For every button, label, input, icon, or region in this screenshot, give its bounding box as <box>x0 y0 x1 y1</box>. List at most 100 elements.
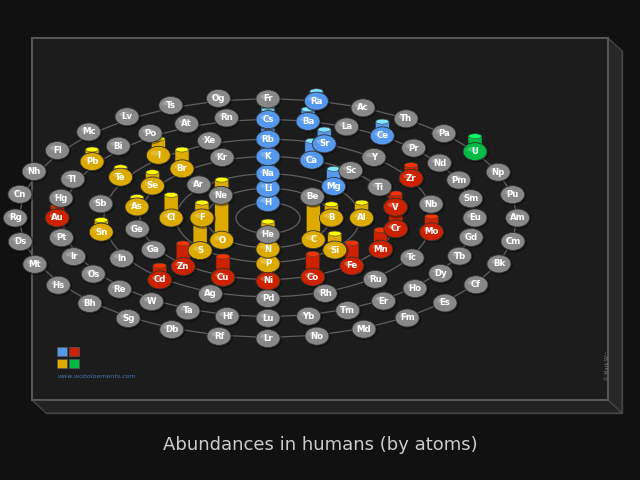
Ellipse shape <box>256 147 280 166</box>
Ellipse shape <box>214 236 225 240</box>
Ellipse shape <box>146 183 159 189</box>
Text: At: At <box>181 120 192 128</box>
Ellipse shape <box>148 271 172 289</box>
Ellipse shape <box>374 247 387 252</box>
Ellipse shape <box>191 180 202 185</box>
Ellipse shape <box>300 188 326 208</box>
Ellipse shape <box>8 233 35 252</box>
Ellipse shape <box>198 132 221 150</box>
Ellipse shape <box>433 294 459 314</box>
Ellipse shape <box>301 312 312 316</box>
Ellipse shape <box>170 160 196 180</box>
Ellipse shape <box>176 302 200 320</box>
FancyBboxPatch shape <box>215 179 228 240</box>
Ellipse shape <box>429 264 452 282</box>
Ellipse shape <box>175 147 189 152</box>
Ellipse shape <box>304 156 315 160</box>
FancyBboxPatch shape <box>261 156 275 174</box>
Ellipse shape <box>12 190 23 194</box>
Ellipse shape <box>260 134 271 140</box>
Ellipse shape <box>115 108 141 128</box>
Text: Nd: Nd <box>433 158 446 168</box>
Text: La: La <box>341 122 352 132</box>
Text: Dy: Dy <box>435 269 447 278</box>
FancyBboxPatch shape <box>261 240 275 264</box>
Ellipse shape <box>463 209 489 229</box>
Ellipse shape <box>125 220 149 238</box>
Ellipse shape <box>138 124 164 144</box>
Ellipse shape <box>256 330 282 349</box>
Ellipse shape <box>120 314 131 319</box>
Ellipse shape <box>260 230 271 235</box>
Ellipse shape <box>113 172 124 178</box>
Ellipse shape <box>322 178 348 197</box>
Ellipse shape <box>51 280 61 286</box>
Text: Tb: Tb <box>454 252 466 261</box>
Ellipse shape <box>114 165 127 170</box>
Text: Cs: Cs <box>262 115 274 124</box>
Ellipse shape <box>65 174 76 180</box>
Ellipse shape <box>209 186 233 204</box>
Ellipse shape <box>194 213 205 218</box>
Text: Rb: Rb <box>262 135 275 144</box>
Ellipse shape <box>319 209 343 227</box>
Text: I: I <box>157 151 160 160</box>
Ellipse shape <box>262 101 275 106</box>
FancyBboxPatch shape <box>328 233 342 251</box>
Text: As: As <box>131 203 143 211</box>
Ellipse shape <box>300 188 324 206</box>
Ellipse shape <box>260 183 271 189</box>
Ellipse shape <box>214 153 225 158</box>
Ellipse shape <box>262 154 275 159</box>
FancyBboxPatch shape <box>355 202 369 218</box>
Ellipse shape <box>328 231 341 236</box>
Ellipse shape <box>114 254 125 259</box>
Ellipse shape <box>335 118 360 138</box>
Ellipse shape <box>325 216 338 220</box>
Ellipse shape <box>349 209 376 229</box>
Ellipse shape <box>140 177 164 195</box>
Ellipse shape <box>344 261 355 266</box>
Ellipse shape <box>305 92 328 110</box>
Ellipse shape <box>207 89 230 108</box>
Ellipse shape <box>215 238 228 243</box>
Ellipse shape <box>45 142 72 161</box>
Ellipse shape <box>8 185 32 204</box>
FancyBboxPatch shape <box>261 138 275 157</box>
Ellipse shape <box>198 132 223 152</box>
Ellipse shape <box>301 119 314 124</box>
Ellipse shape <box>171 258 197 277</box>
FancyBboxPatch shape <box>176 243 190 267</box>
Text: Ce: Ce <box>376 132 388 140</box>
Ellipse shape <box>404 163 417 168</box>
Ellipse shape <box>305 327 329 345</box>
Ellipse shape <box>296 112 320 131</box>
Text: Rh: Rh <box>319 289 332 298</box>
FancyBboxPatch shape <box>309 91 323 102</box>
Ellipse shape <box>152 275 163 280</box>
Ellipse shape <box>262 136 275 142</box>
Text: Br: Br <box>177 164 188 173</box>
Ellipse shape <box>262 169 275 174</box>
Ellipse shape <box>369 240 395 260</box>
Text: Ca: Ca <box>306 156 318 165</box>
Ellipse shape <box>323 241 347 259</box>
Ellipse shape <box>213 191 224 195</box>
Text: In: In <box>117 254 126 263</box>
Ellipse shape <box>383 198 410 218</box>
Ellipse shape <box>211 268 237 288</box>
Ellipse shape <box>425 229 438 234</box>
Ellipse shape <box>131 204 143 209</box>
Ellipse shape <box>256 289 282 310</box>
Ellipse shape <box>140 293 164 311</box>
Ellipse shape <box>301 231 327 251</box>
Ellipse shape <box>486 163 512 183</box>
Ellipse shape <box>202 136 212 141</box>
Text: Rf: Rf <box>214 332 224 341</box>
Text: Og: Og <box>212 94 225 103</box>
FancyBboxPatch shape <box>195 202 209 218</box>
Ellipse shape <box>116 310 140 327</box>
Ellipse shape <box>356 324 367 329</box>
Ellipse shape <box>22 163 48 182</box>
FancyBboxPatch shape <box>261 127 275 140</box>
